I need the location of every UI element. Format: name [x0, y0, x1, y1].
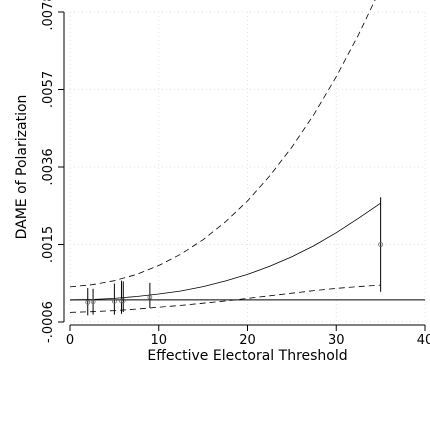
x-tick-label: 20 [239, 333, 256, 348]
error-bar-point [120, 298, 126, 303]
x-tick-label: 40 [417, 333, 430, 348]
error-bar-point [90, 299, 96, 305]
x-axis-label: Effective Electoral Threshold [147, 348, 347, 364]
series-lines [69, 0, 381, 313]
y-axis-label: DAME of Polarization [14, 95, 30, 240]
error-bars [85, 197, 384, 316]
error-bar-point [85, 300, 91, 305]
confidence-bound-line [69, 284, 381, 313]
y-tick-label: .0036 [41, 148, 56, 185]
error-bar-point [111, 298, 117, 304]
error-bar-point [378, 242, 384, 247]
error-bar-point [147, 294, 153, 300]
x-tick-label: 10 [150, 333, 167, 348]
y-tick-label: .0078 [41, 0, 56, 31]
grid [69, 11, 426, 323]
y-tick-label: .0057 [41, 71, 56, 108]
confidence-bound-line [69, 0, 376, 288]
y-tick-label: .0015 [41, 226, 56, 263]
y-tick-label: -.0006 [41, 301, 56, 343]
x-tick-label: 0 [66, 333, 74, 348]
axes: 0 10 20 30 40 -.0006 .0015 .0036 .0057 .0078 [41, 0, 430, 348]
x-tick-label: 30 [328, 333, 345, 348]
marginal-effect-line [69, 202, 381, 301]
